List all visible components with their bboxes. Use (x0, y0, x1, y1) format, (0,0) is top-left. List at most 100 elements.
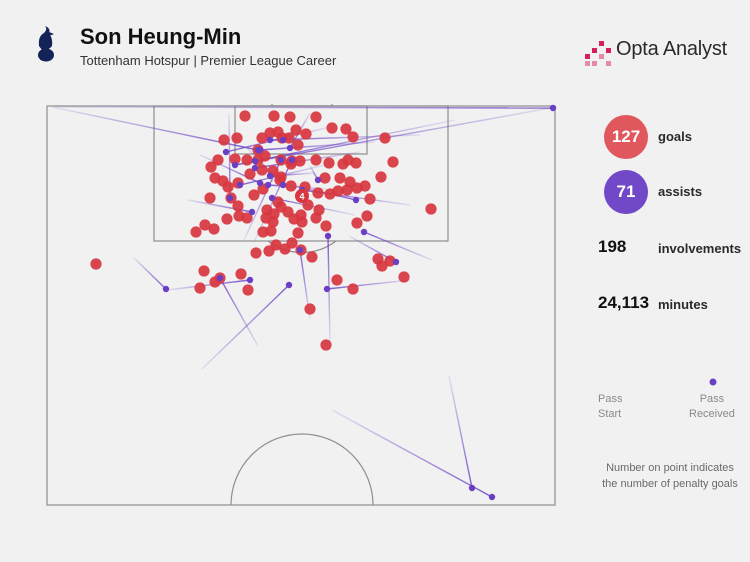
assist-received-point (231, 161, 239, 169)
goals-label: goals (658, 129, 692, 144)
goal-point (212, 154, 224, 166)
goal-point (90, 258, 102, 270)
assist-pass-line (271, 197, 356, 216)
center-circle-arc (230, 433, 374, 506)
tottenham-cockerel-icon (38, 26, 54, 62)
assist-received-point (360, 228, 368, 236)
assist-received-point (268, 194, 276, 202)
assist-pass-line (259, 141, 376, 151)
assist-received-point (251, 157, 259, 165)
assist-pass-line (254, 151, 361, 169)
goal-point (334, 172, 346, 184)
assist-pass-line (166, 279, 251, 291)
assist-passes (51, 106, 557, 498)
goal-point (229, 153, 241, 165)
assist-pass-line (219, 277, 259, 347)
legend-pass-received: Pass Received (689, 392, 735, 422)
goal-point (292, 227, 304, 239)
goal-point (256, 132, 268, 144)
assist-pass-line (363, 231, 433, 261)
legend-pass-start-line2: Start (598, 408, 622, 420)
goal-point (375, 171, 387, 183)
assist-received-point (288, 156, 296, 164)
shot-map-pitch: 4 (46, 104, 557, 506)
goal-point (272, 126, 284, 138)
brand-name: Opta Analyst (616, 38, 727, 60)
minutes-label: minutes (658, 297, 708, 312)
goal-frame (271, 104, 333, 107)
goal-point (296, 216, 308, 228)
assist-received-point (246, 276, 254, 284)
penalty-note: Number on point indicates the number of … (590, 460, 750, 492)
assist-received-point (285, 281, 293, 289)
goal-point (387, 156, 399, 168)
goal-point (244, 168, 256, 180)
assist-pass-line (326, 279, 411, 290)
assist-received-point (279, 181, 287, 189)
goal-point (208, 223, 220, 235)
goal-point (194, 282, 206, 294)
penalty-note-line1: Number on point indicates (606, 462, 734, 474)
goal-point (265, 225, 277, 237)
goal-point (331, 274, 343, 286)
goal-point (263, 245, 275, 257)
penalty-note-line2: the number of penalty goals (602, 478, 738, 490)
goal-point (319, 172, 331, 184)
assist-pass-line (54, 106, 554, 109)
goal-point (332, 185, 344, 197)
goal-point (312, 187, 324, 199)
goal-point (268, 110, 280, 122)
goal-point (283, 132, 295, 144)
assist-received-point (264, 181, 272, 189)
goal-point (306, 251, 318, 263)
goal-point (292, 139, 304, 151)
goal-point (222, 181, 234, 193)
goal-point (340, 123, 352, 135)
goal-point (221, 213, 233, 225)
goals-count-badge: 127 (604, 115, 648, 159)
goal-point (256, 164, 268, 176)
opta-analyst-logo: Opta Analyst (583, 36, 743, 68)
assist-received-point (226, 194, 234, 202)
goals-stat: 127 goals (590, 115, 750, 159)
assist-pass-line (201, 284, 290, 370)
goal-point (239, 110, 251, 122)
goal-point (364, 193, 376, 205)
goal-point (232, 200, 244, 212)
goal-point (320, 220, 332, 232)
team-subtitle: Tottenham Hotspur | Premier League Caree… (80, 53, 337, 68)
involvements-label: involvements (658, 241, 742, 256)
pitch-markings (46, 104, 556, 506)
minutes-stat: 24,113 minutes (590, 283, 750, 327)
involvements-value: 198 (598, 237, 627, 256)
goal-point (351, 217, 363, 229)
goal-point (199, 219, 211, 231)
penalty-goal-point (295, 189, 309, 203)
goal-point (279, 243, 291, 255)
goal-point (350, 157, 362, 169)
assist-received-point (286, 144, 294, 152)
assist-received-point (323, 285, 331, 293)
goal-point (190, 226, 202, 238)
goal-point (259, 150, 271, 162)
legend-pass-line (612, 378, 717, 386)
assist-received-point (296, 246, 304, 254)
legend-pass-start: Pass Start (598, 392, 622, 422)
assist-received-point (266, 136, 274, 144)
assist-pass-line (331, 409, 493, 498)
goal-point (250, 247, 262, 259)
goal-point (310, 111, 322, 123)
goal-point (205, 161, 217, 173)
goal-point (198, 265, 210, 277)
goal-point (310, 154, 322, 166)
goal-point (376, 260, 388, 272)
assist-received-point (216, 274, 224, 282)
assist-received-point (279, 136, 287, 144)
goal-point (235, 268, 247, 280)
penalty-goal-count: 4 (299, 192, 304, 202)
assist-received-point (248, 208, 256, 216)
goal-point (204, 192, 216, 204)
assist-received-point (277, 156, 285, 164)
goal-point (398, 271, 410, 283)
assist-received-point (236, 181, 244, 189)
